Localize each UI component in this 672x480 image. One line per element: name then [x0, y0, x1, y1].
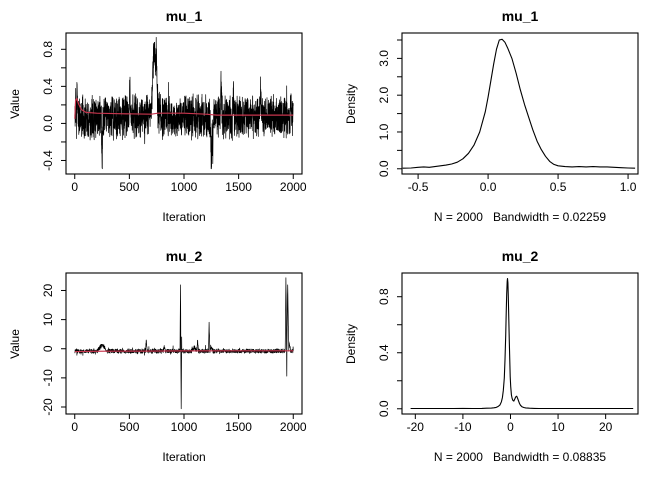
x-tick-label: 0 [71, 180, 78, 194]
density-curve [402, 38, 636, 169]
y-tick-label: 0 [41, 345, 55, 352]
x-tick-label: -10 [454, 420, 472, 434]
x-axis-label: Iteration [162, 210, 205, 224]
y-tick-label: -0.4 [41, 150, 55, 171]
x-tick-label: -20 [407, 420, 425, 434]
smooth-line [74, 350, 294, 353]
y-tick-label: 0.0 [377, 400, 391, 417]
x-tick-label: 500 [119, 420, 139, 434]
mu1-density-plot-area: -0.5 0.0 0.5 1.0 0.0 1.0 2.0 3.0 [377, 32, 639, 194]
mu2-trace-plot-area: 0 500 1000 1500 2000 -20 -10 0 10 20 [41, 272, 307, 434]
panel-title: mu_2 [502, 248, 539, 264]
x-tick-label: 2000 [280, 180, 307, 194]
x-tick-label: 1.0 [620, 180, 637, 194]
y-axis-label: Value [8, 329, 22, 359]
y-axis-label: Density [344, 84, 358, 124]
x-tick-label: 10 [551, 420, 565, 434]
y-tick-label: 0.0 [41, 115, 55, 132]
x-tick-label: 0 [507, 420, 514, 434]
mu1-trace-plot-area: 0 500 1000 1500 2000 -0.4 0.0 0.4 0.8 [41, 32, 307, 194]
trace-line [74, 36, 294, 170]
y-tick-label: 20 [41, 283, 55, 297]
x-tick-label: 1500 [225, 180, 252, 194]
y-tick-label: 10 [41, 313, 55, 327]
panel-mu1-trace: 0 500 1000 1500 2000 -0.4 0.0 0.4 0.8 mu_1 Itera… [0, 0, 336, 240]
density-annotation: N = 2000 Bandwidth = 0.02259 [434, 210, 606, 224]
mu2-density-chart: -20 -10 0 10 20 0.0 0.4 0.8 mu_2 N = 2000 Bandw… [344, 248, 639, 464]
x-tick-label: 1000 [171, 180, 198, 194]
panel-mu2-trace: 0 500 1000 1500 2000 -20 -10 0 10 20 mu_2 Iterati… [0, 240, 336, 480]
x-tick-label: 0.0 [480, 180, 497, 194]
x-tick-label: 20 [599, 420, 613, 434]
y-tick-label: 0.8 [377, 288, 391, 305]
panel-mu1-density: -0.5 0.0 0.5 1.0 0.0 1.0 2.0 3.0 mu_1 N = 2000 … [336, 0, 672, 240]
plot-box [401, 32, 639, 175]
x-tick-label: 0 [71, 420, 78, 434]
mu1-trace-chart: 0 500 1000 1500 2000 -0.4 0.0 0.4 0.8 mu_1 Itera… [8, 8, 307, 224]
panel-mu2-density: -20 -10 0 10 20 0.0 0.4 0.8 mu_2 N = 2000 Bandw… [336, 240, 672, 480]
x-tick-label: 1500 [225, 420, 252, 434]
density-annotation: N = 2000 Bandwidth = 0.08835 [434, 450, 606, 464]
y-axis-label: Density [344, 324, 358, 364]
mu2-density-plot-area: -20 -10 0 10 20 0.0 0.4 0.8 [377, 272, 639, 434]
x-axis-label: Iteration [162, 450, 205, 464]
mu2-trace-chart: 0 500 1000 1500 2000 -20 -10 0 10 20 mu_2 Iterati… [8, 248, 307, 464]
density-curve [410, 277, 634, 410]
y-tick-label: 0.4 [41, 78, 55, 95]
panel-title: mu_2 [166, 248, 203, 264]
x-tick-label: 2000 [280, 420, 307, 434]
panel-title: mu_1 [502, 8, 539, 24]
y-tick-label: 2.0 [377, 87, 391, 104]
x-tick-label: 500 [119, 180, 139, 194]
plot-box [401, 272, 639, 415]
x-tick-label: 0.5 [550, 180, 567, 194]
y-tick-label: 3.0 [377, 50, 391, 67]
smooth-line [74, 97, 294, 119]
x-tick-label: 1000 [171, 420, 198, 434]
y-tick-label: 0.0 [377, 160, 391, 177]
y-tick-label: 1.0 [377, 123, 391, 140]
y-tick-label: 0.4 [377, 344, 391, 361]
trace-line [74, 277, 294, 410]
y-tick-label: -20 [41, 398, 55, 416]
y-axis-label: Value [8, 89, 22, 119]
y-tick-label: 0.8 [41, 41, 55, 58]
mu1-density-chart: -0.5 0.0 0.5 1.0 0.0 1.0 2.0 3.0 mu_1 N = 2000 … [344, 8, 639, 224]
panel-title: mu_1 [166, 8, 203, 24]
x-tick-label: -0.5 [408, 180, 429, 194]
y-tick-label: -10 [41, 369, 55, 387]
plot-box [65, 272, 303, 415]
